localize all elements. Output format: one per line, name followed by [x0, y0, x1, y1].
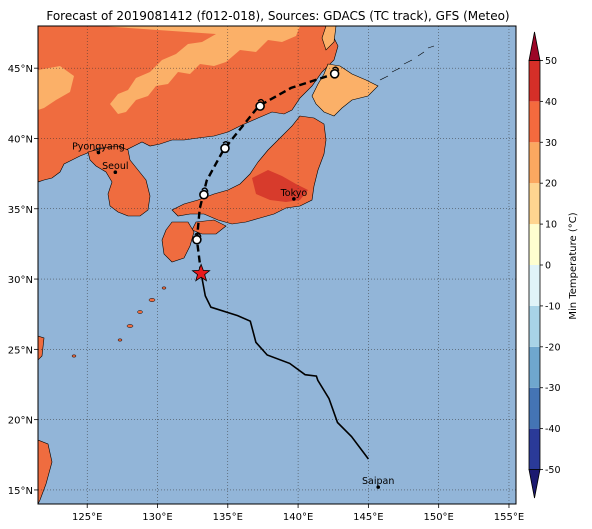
colorbar-tick-label: -10 — [545, 301, 561, 312]
colorbar-band — [529, 428, 540, 470]
colorbar-band — [529, 224, 540, 265]
cyclone-symbol-arm — [201, 187, 209, 192]
city-dot — [113, 170, 118, 175]
forecast-position-marker — [255, 101, 265, 111]
lat-tick-label: 30°N — [8, 275, 33, 286]
cyclone-symbol-arm — [194, 232, 202, 237]
colorbar-band — [529, 60, 540, 102]
colorbar-tick-label: -30 — [545, 383, 561, 394]
cyclone-forecast-markers — [192, 66, 340, 245]
lon-tick-label: 125°E — [72, 512, 102, 523]
forecast-position-marker — [199, 189, 209, 200]
colorbar-band — [529, 183, 540, 225]
colorbar-band — [529, 265, 540, 306]
cyclone-forecast-track — [195, 72, 335, 274]
colorbar: -50 -40 -30 -20 -10 0 10 20 30 40 50 — [528, 31, 561, 499]
lat-tick-label: 25°N — [8, 345, 33, 356]
lat-tick-label: 40°N — [8, 134, 33, 145]
lon-tick-label: 145°E — [353, 512, 383, 523]
forecast-position-marker — [329, 69, 340, 79]
colorbar-band — [529, 101, 540, 143]
colorbar-tick-label: 0 — [545, 261, 551, 272]
colorbar-tick-label: 50 — [545, 56, 557, 67]
colorbar-extend-high — [528, 31, 541, 61]
taiwan — [38, 335, 45, 361]
colorbar-tick-label: -20 — [545, 342, 561, 353]
kyushu — [161, 221, 195, 263]
forecast-position-marker — [192, 234, 202, 245]
cyclone-symbol-arm — [257, 98, 265, 104]
cyclone-current-position-star — [191, 263, 211, 282]
lon-tick-label: 130°E — [142, 512, 172, 523]
cyclone-symbol-arm — [332, 66, 340, 72]
figure-title: Forecast of 2019081412 (f012-018), Sourc… — [46, 9, 509, 23]
colorbar-tick-label: 40 — [545, 97, 557, 108]
map-frame — [37, 25, 517, 505]
lat-tick-label: 35°N — [8, 205, 33, 216]
colorbar-label: Min Temperature (°C) — [568, 212, 579, 319]
ryukyu-islands — [71, 286, 167, 358]
forecast-position-marker — [220, 143, 230, 154]
colorbar-tick-label: -40 — [545, 424, 561, 435]
colorbar-band — [529, 346, 540, 388]
colorbar-tick-label: 10 — [545, 220, 557, 231]
map-panel: Pyongyang Seoul Tokyo Saipan — [38, 26, 516, 504]
land-cooler-zone-2 — [38, 66, 74, 110]
colorbar-extend-low — [528, 469, 541, 499]
city-dot — [376, 485, 381, 489]
land-cooler-zone — [100, 26, 300, 114]
lon-tick-label: 155°E — [494, 512, 524, 523]
colorbar-band — [529, 387, 540, 429]
lat-tick-label: 20°N — [8, 416, 33, 427]
asia-mainland — [38, 26, 339, 183]
city-dot — [292, 197, 296, 201]
colorbar-band — [529, 142, 540, 184]
hokkaido — [311, 63, 379, 117]
kuril-islands — [379, 45, 435, 81]
city-label: Tokyo — [280, 188, 308, 199]
cyclone-past-track — [200, 273, 370, 460]
sakhalin-tip — [321, 26, 337, 51]
city-label: Saipan — [362, 476, 394, 487]
city-dot — [96, 150, 101, 155]
colorbar-tick-label: -50 — [545, 465, 561, 476]
colorbar-band — [529, 305, 540, 347]
city-label: Seoul — [102, 161, 128, 172]
colorbar-tick-label: 20 — [545, 179, 557, 190]
map-axis-ticks: 125°E 130°E 135°E 140°E 145°E 150°E 155°E 15°N 2… — [8, 64, 524, 523]
city-label: Pyongyang — [72, 142, 125, 153]
honshu-warm-zone — [252, 170, 308, 202]
city-labels: Pyongyang Seoul Tokyo Saipan — [72, 142, 394, 489]
cyclone-symbol-arm — [222, 141, 230, 146]
colorbar-tick-label: 30 — [545, 138, 557, 149]
lon-tick-label: 140°E — [283, 512, 313, 523]
lat-tick-label: 45°N — [8, 64, 33, 75]
luzon — [38, 439, 53, 504]
lat-tick-label: 15°N — [8, 486, 33, 497]
lon-tick-label: 150°E — [423, 512, 453, 523]
lon-tick-label: 135°E — [213, 512, 243, 523]
korean-peninsula — [87, 145, 151, 217]
